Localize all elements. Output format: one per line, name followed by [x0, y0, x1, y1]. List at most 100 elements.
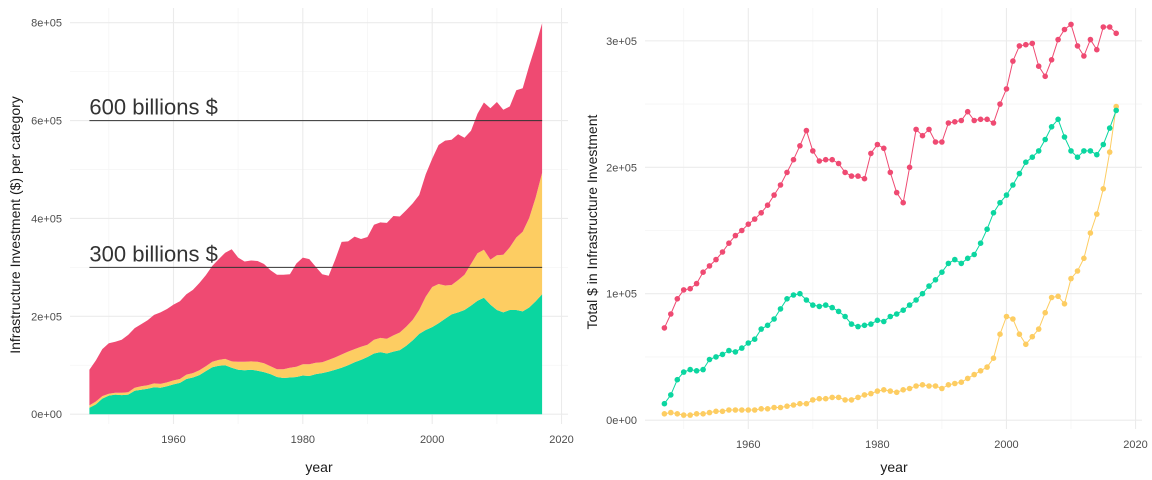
point-green [758, 326, 764, 332]
point-yellow [990, 355, 997, 362]
point-red [1048, 57, 1055, 63]
point-green [822, 302, 829, 308]
point-green [835, 308, 842, 315]
point-yellow [1042, 309, 1048, 316]
point-red [661, 325, 668, 331]
point-red [1113, 30, 1119, 37]
point-red [900, 199, 906, 206]
point-red [835, 160, 842, 167]
point-yellow [964, 375, 971, 382]
point-red [855, 173, 861, 179]
point-green [674, 376, 681, 383]
point-red [842, 169, 848, 176]
point-red [1016, 43, 1023, 49]
point-green [810, 302, 816, 308]
point-green [706, 356, 713, 363]
point-green [913, 297, 919, 303]
right-y-axis-title: Total $ in Infrastructure Investment [584, 115, 600, 330]
point-green [719, 351, 726, 358]
point-yellow [726, 407, 732, 413]
point-green [790, 292, 797, 298]
point-red [1081, 53, 1087, 59]
hline-label-300000: 300 billions $ [89, 241, 217, 266]
point-yellow [984, 364, 990, 370]
point-green [745, 340, 752, 346]
right-point-markers [661, 21, 1119, 418]
point-red [739, 227, 745, 234]
point-green [680, 369, 687, 375]
point-green [958, 260, 965, 267]
point-red [1055, 36, 1061, 43]
point-yellow [939, 385, 945, 392]
point-yellow [861, 392, 868, 398]
point-yellow [1010, 316, 1016, 322]
point-red [906, 164, 913, 171]
point-yellow [926, 383, 932, 389]
point-green [687, 366, 693, 373]
point-yellow [1087, 230, 1094, 236]
area-green [89, 294, 543, 415]
point-green [900, 307, 906, 314]
point-yellow [822, 395, 829, 402]
point-green [668, 392, 674, 398]
point-yellow [784, 403, 790, 410]
point-red [674, 296, 681, 302]
point-green [848, 321, 855, 327]
line-green [663, 110, 1117, 404]
point-yellow [906, 385, 913, 392]
point-red [964, 108, 971, 115]
point-red [971, 117, 977, 124]
point-green [1068, 148, 1074, 154]
point-green [1074, 154, 1081, 160]
left-x-tick-label: 2000 [420, 434, 444, 446]
point-red [997, 101, 1003, 107]
point-green [926, 283, 932, 289]
point-yellow [932, 383, 939, 389]
point-yellow [713, 408, 719, 415]
point-yellow [855, 394, 861, 401]
right-x-axis-title: year [880, 459, 908, 475]
point-yellow [945, 382, 952, 388]
point-yellow [1048, 294, 1055, 301]
point-red [1087, 36, 1094, 43]
left-x-tick-label: 1960 [161, 434, 185, 446]
point-green [1003, 192, 1010, 198]
point-green [1081, 148, 1087, 154]
point-yellow [1055, 293, 1061, 300]
point-yellow [893, 389, 900, 396]
point-red [932, 139, 939, 145]
point-yellow [816, 395, 823, 402]
point-red [939, 139, 945, 145]
point-red [822, 156, 829, 163]
point-green [1094, 151, 1100, 158]
point-red [1042, 73, 1048, 80]
point-green [1061, 134, 1068, 140]
point-green [964, 255, 971, 262]
point-red [1068, 21, 1074, 28]
point-red [706, 263, 713, 269]
right-line-series [663, 23, 1117, 416]
point-green [771, 316, 777, 322]
point-red [751, 216, 758, 222]
point-green [952, 256, 958, 263]
point-green [971, 251, 977, 258]
point-yellow [719, 408, 726, 415]
point-red [848, 173, 855, 179]
point-yellow [764, 406, 771, 412]
point-yellow [835, 394, 842, 401]
point-red [945, 120, 952, 126]
point-green [764, 322, 771, 329]
line-red [663, 23, 1117, 329]
point-red [829, 156, 835, 163]
point-green [868, 321, 874, 327]
point-green [797, 290, 803, 297]
point-yellow [977, 368, 984, 374]
point-red [1029, 40, 1036, 47]
point-yellow [700, 411, 706, 417]
left-y-tick-label: 4e+05 [31, 213, 62, 225]
point-yellow [868, 390, 874, 397]
point-red [1061, 26, 1068, 33]
point-red [887, 169, 894, 176]
left-hlines: 600 billions $ 300 billions $ [89, 95, 543, 268]
